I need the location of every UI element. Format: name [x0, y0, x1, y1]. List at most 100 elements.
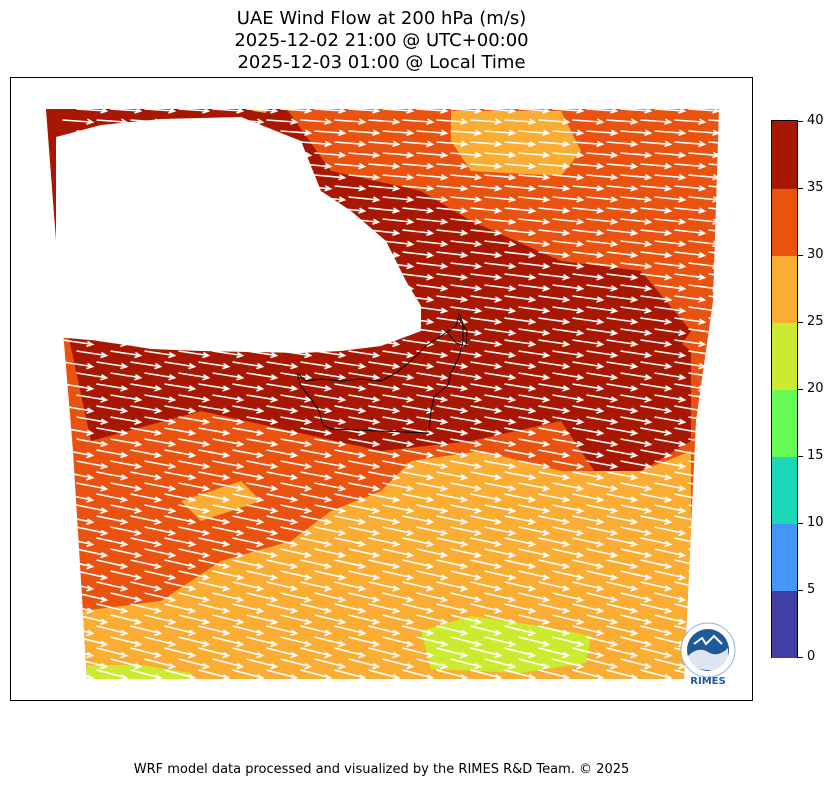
wind-vector [232, 361, 265, 370]
wind-vector [654, 438, 687, 448]
wind-vector [110, 482, 143, 492]
wind-vector [314, 416, 347, 425]
wind-vector [280, 416, 313, 425]
wind-vector [300, 405, 333, 414]
wind-vector [62, 229, 95, 237]
wind-vector [232, 603, 265, 614]
wind-vector [96, 229, 129, 237]
wind-vector [572, 229, 605, 237]
wind-vector [266, 361, 299, 370]
wind-vector [722, 593, 752, 602]
wind-vector [130, 405, 163, 414]
wind-vector [130, 162, 163, 170]
wind-vector [620, 592, 653, 603]
wind-vector [334, 140, 367, 148]
wind-vector [586, 240, 619, 248]
wind-vector [76, 151, 109, 159]
wind-vector [538, 295, 571, 303]
colorbar-tick-label: 40 [807, 113, 824, 128]
wind-vector [178, 658, 211, 670]
wind-vector [620, 284, 653, 292]
wind-vector [674, 339, 707, 348]
wind-vector [620, 526, 653, 537]
wind-vector [722, 439, 752, 446]
wind-vector [164, 295, 197, 303]
wind-vector [402, 493, 435, 503]
wind-vector [586, 350, 619, 359]
wind-vector [348, 240, 381, 248]
wind-vector [586, 636, 619, 648]
wind-vector [586, 129, 619, 136]
wind-vector [640, 603, 673, 614]
wind-vector [722, 527, 752, 535]
wind-vector [178, 218, 211, 225]
wind-vector [246, 306, 279, 314]
wind-vector [436, 559, 469, 570]
wind-vector [334, 405, 367, 414]
wind-vector [606, 207, 639, 214]
wind-vector [144, 592, 177, 603]
wind-vector [164, 229, 197, 237]
wind-vector [416, 570, 449, 581]
wind-vector [504, 185, 537, 192]
colorbar-tick-label: 30 [807, 247, 824, 262]
wind-vector [722, 417, 752, 424]
wind-vector [640, 647, 673, 659]
wind-vector [606, 383, 639, 392]
wind-vector [334, 295, 367, 303]
colorbar-bin [772, 389, 797, 457]
wind-vector [266, 185, 299, 192]
wind-vector [334, 229, 367, 237]
wind-vector [62, 317, 95, 325]
wind-vector [504, 581, 537, 592]
wind-vector [402, 162, 435, 170]
wind-vector [130, 185, 163, 192]
wind-vector [266, 140, 299, 148]
wind-vector [368, 251, 401, 259]
wind-vector [212, 416, 245, 425]
wind-vector [586, 548, 619, 559]
wind-vector [552, 592, 585, 603]
wind-vector [212, 504, 245, 514]
wind-vector [334, 207, 367, 214]
wind-vector [654, 151, 687, 159]
wind-vector [586, 416, 619, 425]
colorbar-tick [798, 523, 803, 524]
wind-vector [348, 548, 381, 559]
wind-vector [484, 438, 517, 448]
wind-vector [722, 351, 752, 358]
wind-vector [470, 625, 503, 637]
wind-vector [110, 151, 143, 159]
wind-vector [76, 416, 109, 425]
wind-vector [300, 581, 333, 592]
wind-vector [382, 592, 415, 603]
wind-vector [76, 109, 109, 114]
wind-vector [232, 317, 265, 325]
wind-vector [484, 284, 517, 292]
wind-vector [212, 548, 245, 559]
wind-vector [708, 185, 719, 192]
wind-vector [572, 493, 605, 503]
wind-vector [586, 196, 619, 203]
wind-vector [110, 614, 143, 625]
wind-vector [436, 669, 469, 679]
wind-vector [654, 306, 687, 314]
wind-vector [606, 361, 639, 370]
wind-vector [538, 361, 571, 370]
wind-vector [722, 373, 752, 380]
wind-vector [314, 372, 347, 381]
wind-vector [164, 559, 197, 570]
wind-vector [96, 383, 129, 392]
wind-vector [96, 427, 129, 437]
wind-vector [348, 416, 381, 425]
wind-vector [674, 162, 707, 170]
wind-vector [518, 109, 551, 114]
wind-vector [76, 482, 109, 492]
wind-vector [212, 658, 245, 670]
wind-vector [314, 240, 347, 248]
wind-vector [450, 614, 483, 625]
wind-vector [504, 559, 537, 570]
wind-vector [110, 262, 143, 270]
wind-vector [130, 449, 163, 459]
wind-vector [586, 173, 619, 181]
